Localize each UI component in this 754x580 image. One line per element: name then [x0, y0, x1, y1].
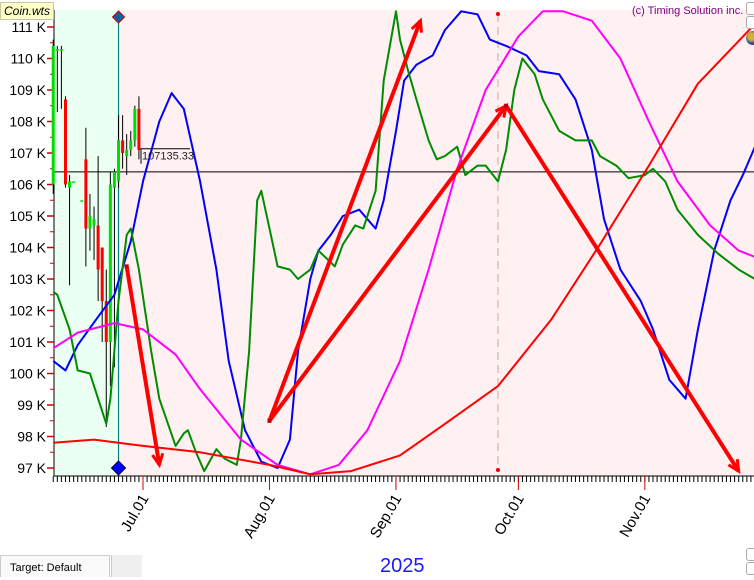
- y-tick-label: 109 K: [9, 82, 46, 98]
- y-tick-label: 110 K: [10, 51, 46, 67]
- globe-icon[interactable]: [746, 31, 754, 45]
- arrow-head-icon: [151, 452, 165, 469]
- y-tick-label: 103 K: [9, 271, 46, 287]
- forecast-line-3: [52, 10, 754, 476]
- y-tick-label: 101 K: [9, 334, 46, 350]
- candle-body: [84, 159, 88, 229]
- candle-body: [92, 219, 96, 226]
- tab-spacer: [111, 555, 142, 577]
- y-tick-label: 105 K: [9, 208, 46, 224]
- arrow-anchor[interactable]: [267, 418, 272, 423]
- candle-body: [51, 45, 55, 185]
- candle-body: [96, 225, 100, 270]
- target-tab[interactable]: Target: Default: [0, 555, 110, 577]
- y-tick-label: 107 K: [9, 145, 46, 161]
- forecast-line-4: [53, 23, 754, 476]
- candle-body: [100, 247, 104, 302]
- cursor-top-diamond-icon[interactable]: [111, 10, 126, 24]
- y-tick-label: 108 K: [9, 114, 46, 130]
- forecast-line-1: [52, 10, 754, 469]
- y-tick-label: 97 K: [17, 460, 46, 476]
- side-button-2[interactable]: [746, 16, 754, 29]
- y-tick-label: 106 K: [9, 177, 46, 193]
- side-button-3[interactable]: [746, 548, 754, 561]
- candle-body: [133, 108, 137, 141]
- candle-body: [108, 184, 112, 342]
- x-tick-label: Nov.01: [616, 492, 654, 541]
- y-tick-label: 99 K: [17, 397, 46, 413]
- candle-body: [104, 301, 108, 342]
- y-tick-label: 111 K: [11, 19, 46, 35]
- trend-arrow[interactable]: [504, 104, 741, 473]
- arrow-anchor[interactable]: [124, 264, 129, 269]
- candle-body: [137, 108, 141, 150]
- candle-body: [68, 181, 72, 188]
- candle-body: [63, 99, 67, 185]
- candle-body: [129, 140, 133, 150]
- trend-arrow[interactable]: [267, 19, 423, 422]
- trend-arrow[interactable]: [267, 104, 508, 422]
- candle-body: [121, 140, 125, 153]
- marker-bottom-dot: [495, 468, 500, 472]
- file-name-label: Coin.wts: [0, 2, 55, 20]
- trend-arrow[interactable]: [124, 266, 162, 466]
- candle-body: [72, 181, 76, 183]
- y-tick-label: 102 K: [9, 303, 46, 319]
- x-tick-label: Sep.01: [367, 492, 405, 542]
- side-button-1[interactable]: [746, 2, 754, 15]
- candle-body: [55, 49, 59, 51]
- y-tick-label: 98 K: [17, 429, 46, 445]
- candle-body: [117, 140, 121, 182]
- candle-body: [112, 171, 116, 188]
- side-button-4[interactable]: [746, 562, 754, 575]
- candle-body: [88, 216, 92, 229]
- copyright-text: (c) Timing Solution inc.: [632, 5, 744, 17]
- marker-top-dot: [495, 12, 500, 16]
- arrow-head-icon: [727, 459, 741, 475]
- x-tick-label: Jul.01: [118, 492, 153, 535]
- price-label-line: [140, 148, 190, 164]
- forecast-line-2: [52, 10, 754, 473]
- arrow-head-icon: [410, 17, 424, 33]
- x-tick-label: Oct.01: [491, 492, 528, 539]
- cursor-bottom-diamond-icon[interactable]: [110, 460, 127, 476]
- price-label: 107135.33: [142, 151, 194, 163]
- y-tick-label: 104 K: [9, 240, 46, 256]
- candle-body: [80, 200, 84, 202]
- candle-body: [125, 149, 129, 157]
- x-axis-year-label: 2025: [380, 555, 425, 577]
- y-tick-label: 100 K: [9, 366, 46, 382]
- arrow-anchor[interactable]: [504, 103, 509, 108]
- candle-body: [59, 49, 63, 51]
- x-tick-label: Aug.01: [240, 492, 278, 542]
